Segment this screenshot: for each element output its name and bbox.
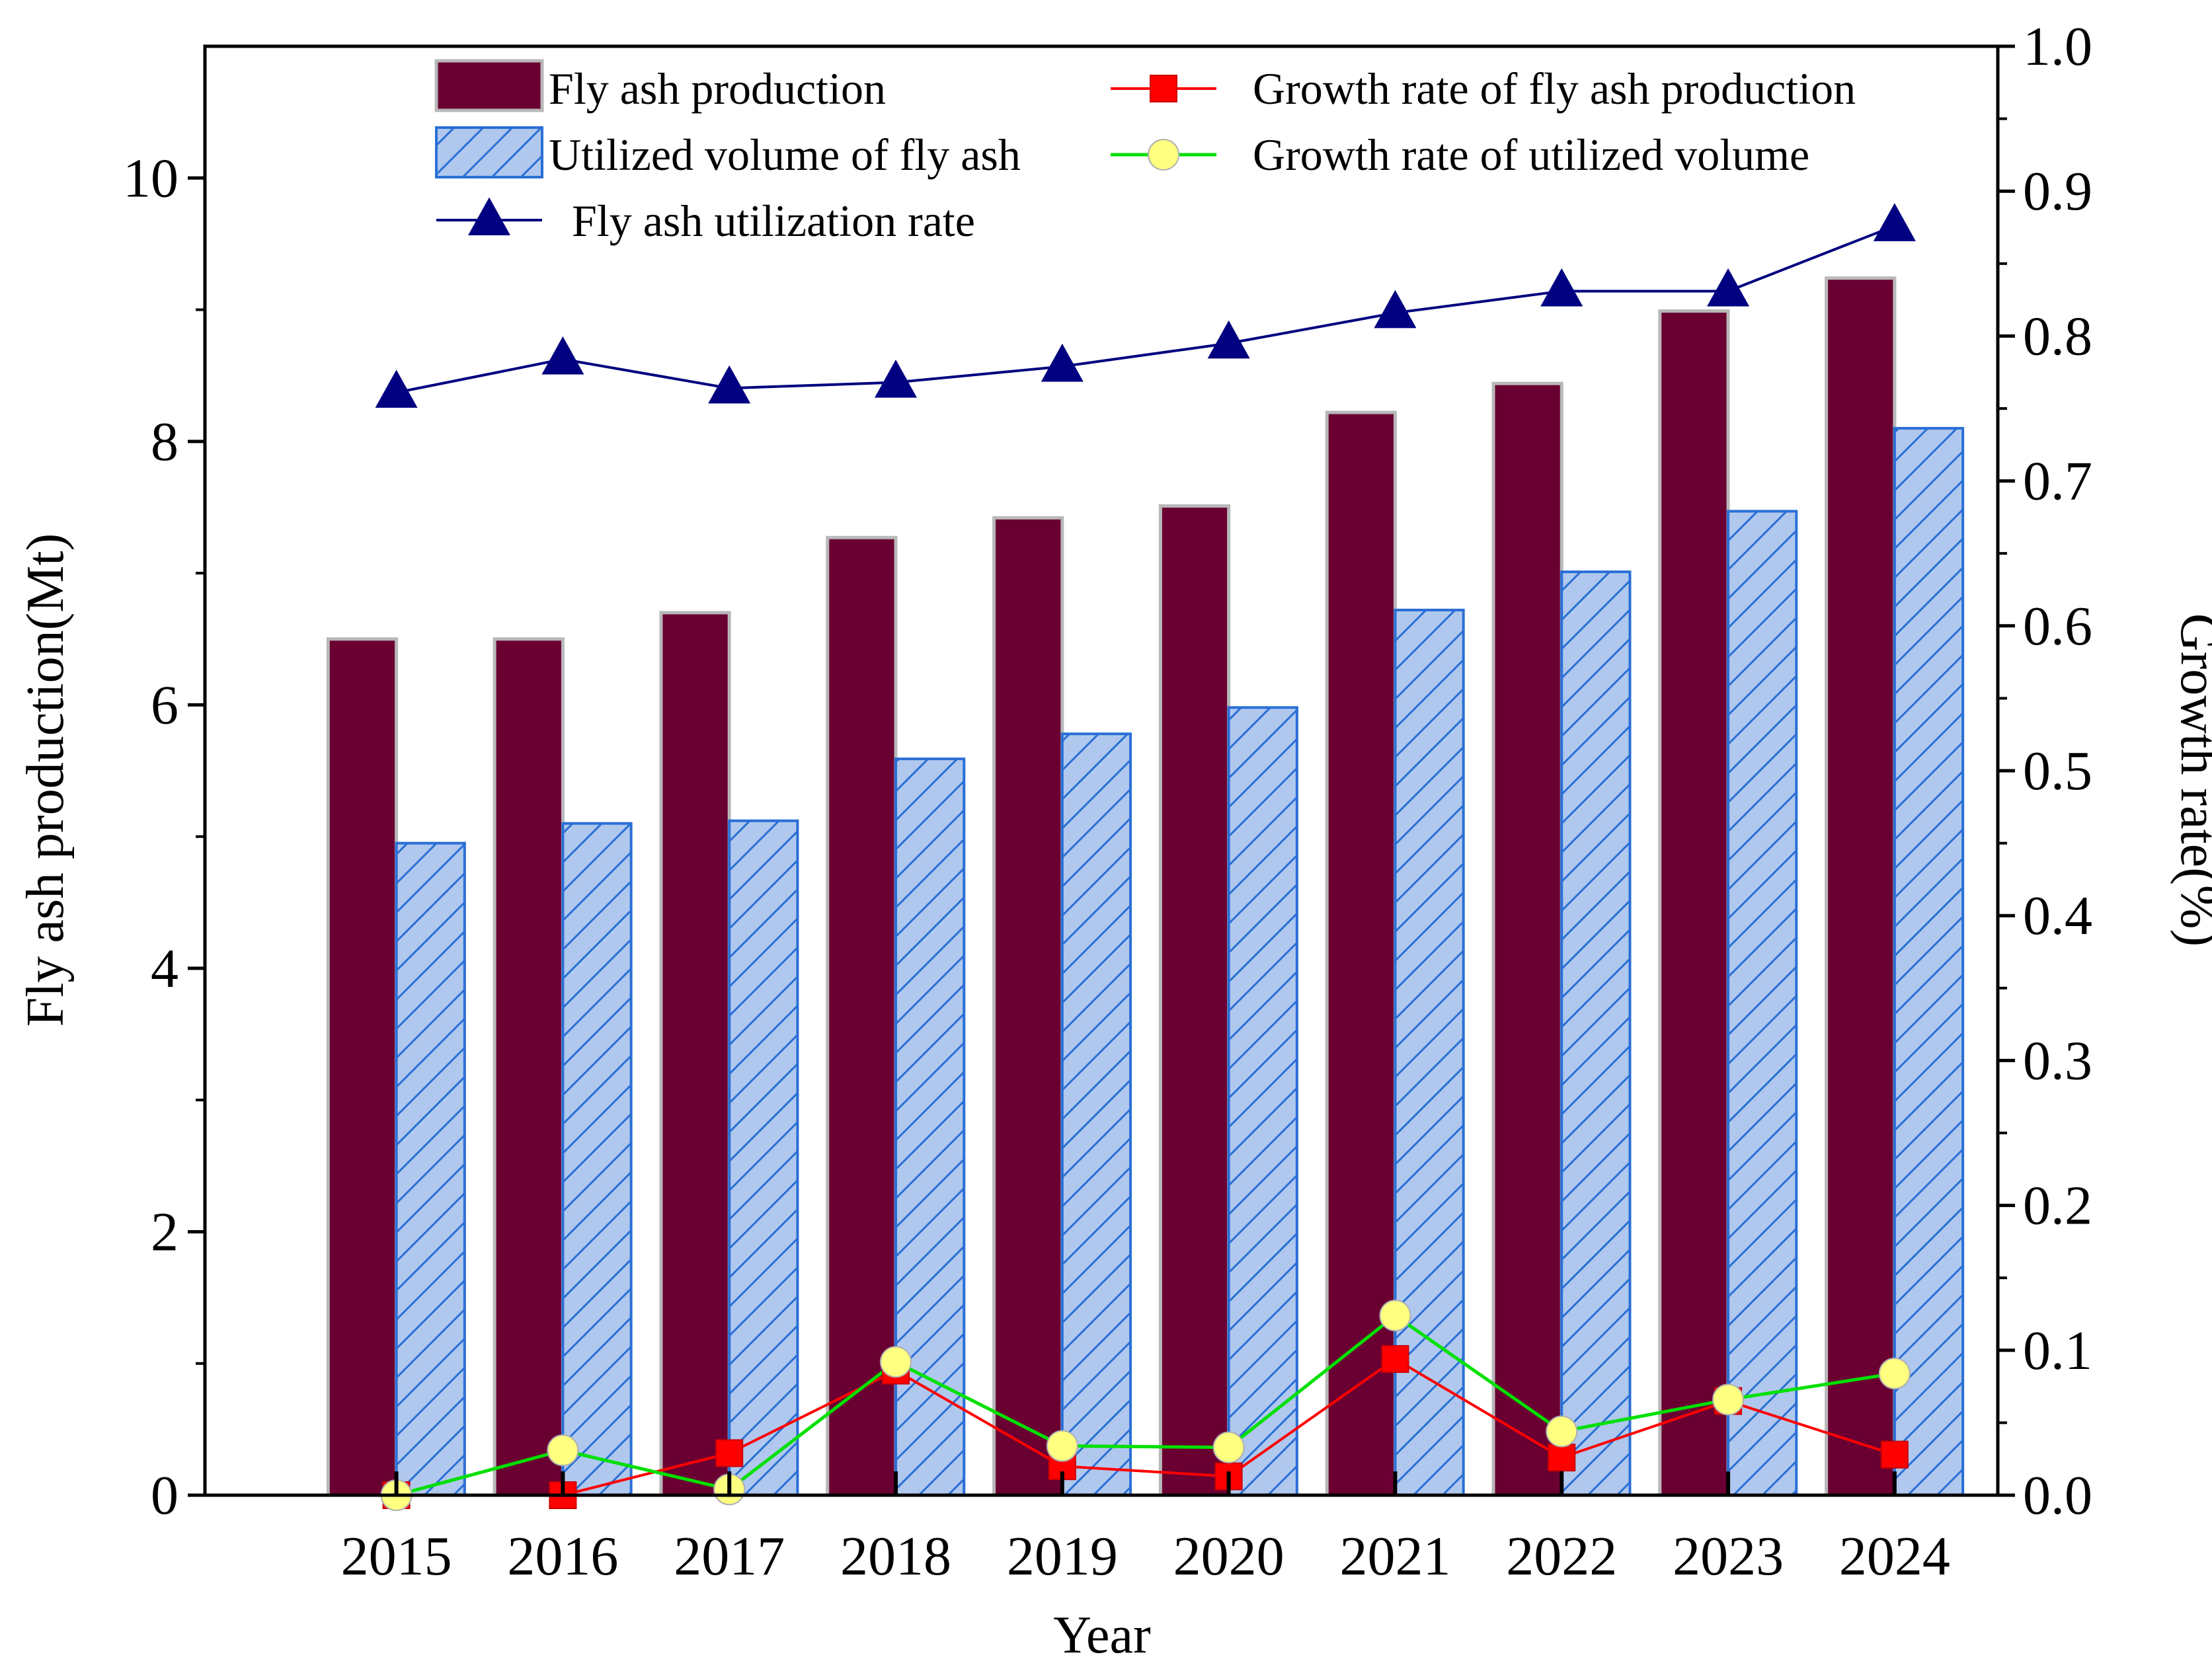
legend-marker-growth-utilized bbox=[1148, 139, 1179, 171]
x-tick-label: 2018 bbox=[840, 1526, 951, 1587]
x-tick-label: 2020 bbox=[1173, 1526, 1284, 1587]
marker-utilization-rate bbox=[875, 359, 918, 398]
y-tick-label: 2 bbox=[151, 1201, 178, 1263]
bar-fly-ash-production bbox=[1491, 381, 1563, 1497]
legend-label: Growth rate of fly ash production bbox=[1253, 63, 1856, 114]
y-tick-label: 8 bbox=[151, 411, 178, 473]
x-tick-label: 2024 bbox=[1839, 1526, 1950, 1587]
y2-tick-label: 0.5 bbox=[2023, 740, 2092, 802]
y-axis-title: Fly ash production(Mt) bbox=[17, 533, 75, 1027]
y2-tick-label: 0.4 bbox=[2023, 885, 2092, 947]
marker-growth-utilized bbox=[1212, 1431, 1245, 1463]
x-axis-title: Year bbox=[1053, 1606, 1150, 1664]
marker-growth-utilized bbox=[1712, 1383, 1745, 1416]
bar-utilized-volume bbox=[1560, 570, 1632, 1497]
y-tick-label: 6 bbox=[151, 674, 178, 736]
bar-fly-ash-production bbox=[1825, 276, 1897, 1497]
y2-tick-label: 0.6 bbox=[2023, 596, 2092, 657]
y2-tick-label: 0.3 bbox=[2023, 1030, 2092, 1091]
bar-fly-ash-production bbox=[992, 516, 1064, 1497]
line-growth-utilized bbox=[395, 1313, 1895, 1497]
marker-growth-utilized bbox=[880, 1346, 912, 1378]
line-growth-production bbox=[396, 1357, 1895, 1497]
y2-tick-label: 0.7 bbox=[2023, 451, 2092, 512]
marker-utilization-rate bbox=[541, 336, 584, 375]
x-tick-label: 2017 bbox=[674, 1526, 785, 1587]
bar-utilized-volume bbox=[1060, 732, 1132, 1497]
marker-utilization-rate bbox=[1540, 268, 1583, 307]
y-tick-label: 4 bbox=[151, 938, 178, 999]
marker-growth-production bbox=[1381, 1344, 1409, 1373]
x-tick-label: 2015 bbox=[341, 1526, 452, 1587]
y-tick-label: 10 bbox=[123, 147, 178, 209]
legend-swatch-production bbox=[434, 59, 544, 112]
legend-label: Fly ash utilization rate bbox=[572, 196, 975, 246]
bar-fly-ash-production bbox=[1658, 309, 1730, 1497]
legend-label: Fly ash production bbox=[549, 63, 886, 114]
legend-swatch-utilized bbox=[435, 126, 543, 178]
bar-layer bbox=[326, 276, 1965, 1497]
marker-growth-production bbox=[1880, 1440, 1909, 1469]
marker-growth-utilized bbox=[1046, 1430, 1078, 1462]
x-tick-label: 2023 bbox=[1673, 1526, 1784, 1587]
y2-tick-label: 0.0 bbox=[2023, 1465, 2092, 1526]
bar-fly-ash-production bbox=[326, 637, 399, 1497]
x-tick-label: 2021 bbox=[1339, 1526, 1450, 1587]
marker-growth-utilized bbox=[1379, 1300, 1411, 1332]
bar-fly-ash-production bbox=[493, 637, 565, 1497]
marker-utilization-rate bbox=[1041, 343, 1084, 382]
marker-growth-production bbox=[1548, 1444, 1576, 1472]
bar-utilized-volume bbox=[1893, 426, 1965, 1497]
bar-fly-ash-production bbox=[1325, 410, 1397, 1497]
bar-fly-ash-production bbox=[1158, 504, 1231, 1497]
line-utilization-rate bbox=[396, 224, 1895, 394]
x-tick-label: 2022 bbox=[1506, 1526, 1617, 1587]
legend-label: Utilized volume of fly ash bbox=[549, 130, 1021, 180]
y2-tick-label: 1.0 bbox=[2023, 16, 2092, 77]
bar-utilized-volume bbox=[1227, 706, 1298, 1497]
bar-utilized-volume bbox=[728, 819, 799, 1497]
axes: 0 2 4 6 8 10 0.0 0.1 0.2 0.3 0.4 0.5 0.6 0.7 0.8 0.9 1.0… bbox=[123, 16, 2092, 1587]
y2-tick-label: 0.2 bbox=[2023, 1175, 2092, 1237]
marker-growth-utilized bbox=[1546, 1415, 1578, 1448]
marker-utilization-rate bbox=[1207, 320, 1250, 359]
bar-utilized-volume bbox=[894, 758, 966, 1497]
marker-utilization-rate bbox=[1707, 268, 1750, 307]
marker-growth-utilized bbox=[547, 1434, 579, 1467]
y2-tick-label: 0.8 bbox=[2023, 305, 2092, 367]
y-tick-label: 0 bbox=[151, 1465, 178, 1526]
bar-utilized-volume bbox=[1727, 510, 1798, 1497]
marker-utilization-rate bbox=[1873, 203, 1916, 241]
y2-tick-label: 0.1 bbox=[2023, 1320, 2092, 1381]
bar-fly-ash-production bbox=[826, 535, 898, 1497]
marker-growth-production bbox=[715, 1439, 744, 1467]
bar-utilized-volume bbox=[561, 822, 633, 1497]
legend-label: Growth rate of utilized volume bbox=[1253, 130, 1809, 180]
bar-utilized-volume bbox=[395, 841, 466, 1497]
legend-marker-growth-production bbox=[1150, 75, 1177, 102]
x-tick-label: 2019 bbox=[1007, 1526, 1118, 1587]
marker-growth-utilized bbox=[1878, 1357, 1911, 1389]
y2-axis-title: Growth rate(%) bbox=[2170, 613, 2212, 947]
marker-utilization-rate bbox=[1374, 290, 1417, 329]
marker-utilization-rate bbox=[375, 370, 418, 408]
x-tick-label: 2016 bbox=[507, 1526, 618, 1587]
y2-tick-label: 0.9 bbox=[2023, 161, 2092, 222]
legend: Fly ash production Utilized volume of fly… bbox=[434, 59, 1856, 246]
marker-utilization-rate bbox=[708, 365, 751, 404]
legend-marker-rate bbox=[468, 197, 510, 236]
bar-fly-ash-production bbox=[659, 611, 731, 1497]
